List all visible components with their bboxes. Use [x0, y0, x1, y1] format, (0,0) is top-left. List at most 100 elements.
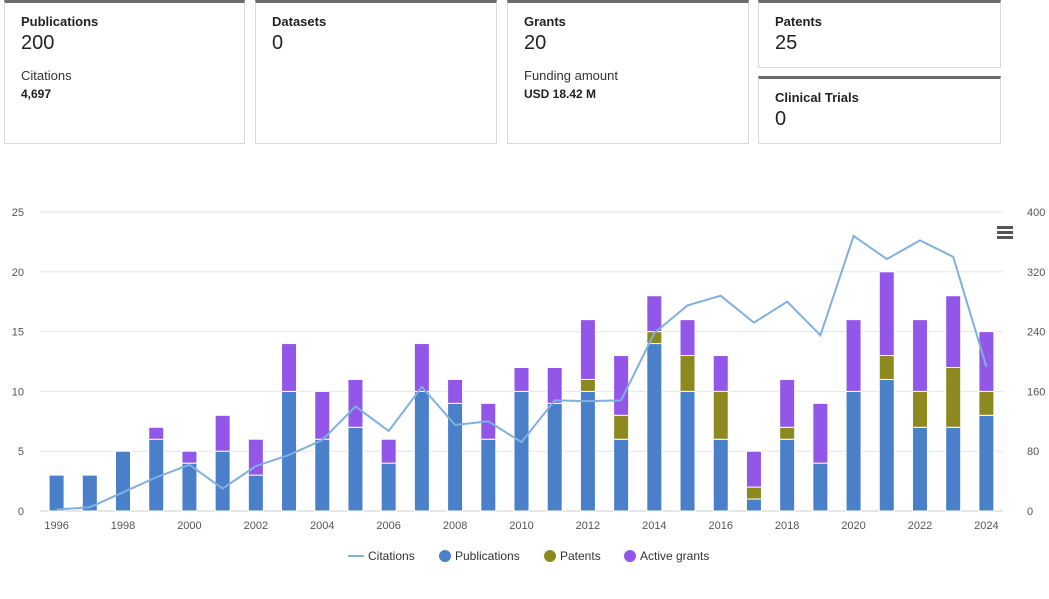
active-grants-bar[interactable] [845, 319, 862, 392]
patents-value: 25 [775, 32, 798, 54]
legend-dot-symbol [544, 550, 556, 562]
y-left-tick-label: 25 [12, 207, 24, 219]
patents-bar[interactable] [712, 390, 729, 440]
active-grants-bar[interactable] [413, 343, 430, 392]
publications-bar[interactable] [480, 438, 497, 512]
x-tick-label: 2018 [775, 520, 799, 532]
publications-bar[interactable] [181, 462, 198, 512]
y-right-tick-label: 400 [1027, 207, 1045, 219]
publications-value: 200 [21, 32, 55, 54]
x-tick-label: 2000 [177, 520, 201, 532]
grants-value: 20 [524, 32, 547, 54]
patents-bar[interactable] [679, 355, 696, 392]
active-grants-bar[interactable] [247, 438, 264, 476]
grants-card[interactable]: Grants 20 Funding amount USD 18.42 M [507, 0, 749, 144]
active-grants-bar[interactable] [812, 402, 829, 464]
publications-bar[interactable] [712, 438, 729, 512]
publications-bar[interactable] [115, 450, 132, 512]
publications-bar[interactable] [48, 474, 65, 512]
publications-bar[interactable] [347, 426, 364, 512]
patents-bar[interactable] [945, 366, 962, 428]
active-grants-bar[interactable] [613, 355, 630, 416]
publications-bar[interactable] [978, 414, 995, 512]
x-tick-label: 2010 [509, 520, 533, 532]
active-grants-bar[interactable] [779, 378, 796, 428]
publications-bar[interactable] [745, 498, 762, 512]
active-grants-bar[interactable] [148, 426, 165, 440]
legend: Citations Publications Patents Active grant… [348, 549, 709, 563]
publications-bar[interactable] [613, 438, 630, 512]
active-grants-bar[interactable] [646, 295, 663, 333]
active-grants-bar[interactable] [745, 450, 762, 488]
research-output-chart: 0 5 10 15 20 25 0 80 160 240 320 400 1996 1998 2000 200… [12, 207, 1046, 563]
x-tick-label: 2024 [974, 520, 998, 532]
publications-bar[interactable] [845, 390, 862, 512]
patents-card[interactable]: Patents 25 [758, 0, 1001, 68]
active-grants-bar[interactable] [945, 295, 962, 368]
publications-bar[interactable] [513, 390, 530, 512]
active-grants-bar[interactable] [978, 331, 995, 392]
publications-bar[interactable] [779, 438, 796, 512]
publications-bar[interactable] [878, 378, 895, 512]
publications-bar[interactable] [579, 390, 596, 512]
citations-line[interactable] [56, 234, 988, 511]
patents-bar[interactable] [911, 390, 928, 428]
active-grants-bar[interactable] [281, 343, 298, 392]
clinical-trials-label: Clinical Trials [775, 90, 859, 105]
x-tick-label: 2004 [310, 520, 334, 532]
patents-bar[interactable] [579, 378, 596, 392]
x-tick-label: 2002 [244, 520, 268, 532]
y-left-tick-label: 15 [12, 327, 24, 339]
publications-bar[interactable] [81, 474, 98, 512]
active-grants-bar[interactable] [447, 378, 464, 404]
patents-bar[interactable] [613, 414, 630, 440]
publications-bar[interactable] [812, 462, 829, 512]
publications-bar[interactable] [679, 390, 696, 512]
y-right-tick-label: 320 [1027, 267, 1045, 279]
legend-item-citations[interactable]: Citations [348, 549, 415, 563]
publications-bar[interactable] [546, 402, 563, 512]
active-grants-bar[interactable] [513, 366, 530, 392]
publications-bar[interactable] [911, 426, 928, 512]
clinical-trials-card[interactable]: Clinical Trials 0 [758, 76, 1001, 144]
patents-bar[interactable] [878, 355, 895, 380]
active-grants-bar[interactable] [712, 355, 729, 392]
active-grants-bar[interactable] [579, 319, 596, 380]
patents-bar[interactable] [779, 426, 796, 440]
citations-value: 4,697 [21, 87, 52, 101]
publications-bar[interactable] [380, 462, 397, 512]
active-grants-bar[interactable] [214, 414, 231, 452]
legend-dot-symbol [624, 550, 636, 562]
clinical-trials-value: 0 [775, 108, 787, 130]
y-right-tick-label: 240 [1027, 327, 1045, 339]
publications-bar[interactable] [945, 426, 962, 512]
publications-bar[interactable] [314, 438, 331, 512]
x-tick-label: 2008 [443, 520, 467, 532]
active-grants-bar[interactable] [911, 319, 928, 392]
legend-item-patents[interactable]: Patents [544, 549, 601, 563]
y-left-tick-label: 20 [12, 267, 24, 279]
legend-item-publications[interactable]: Publications [439, 549, 520, 563]
legend-label: Publications [455, 549, 520, 563]
publications-card[interactable]: Publications 200 Citations 4,697 [4, 0, 245, 144]
publications-bar[interactable] [281, 390, 298, 512]
publications-bar[interactable] [413, 390, 430, 512]
active-grants-bar[interactable] [878, 271, 895, 357]
active-grants-bar[interactable] [546, 366, 563, 404]
active-grants-bar[interactable] [314, 390, 331, 440]
legend-label: Patents [560, 549, 601, 563]
publications-bar[interactable] [247, 474, 264, 512]
datasets-card[interactable]: Datasets 0 [255, 0, 497, 144]
active-grants-bar[interactable] [679, 319, 696, 357]
y-right-tick-label: 0 [1027, 506, 1033, 518]
x-tick-label: 1996 [44, 520, 68, 532]
publications-bar[interactable] [214, 450, 231, 512]
active-grants-bar[interactable] [380, 438, 397, 464]
publications-bar[interactable] [646, 343, 663, 512]
active-grants-bar[interactable] [181, 450, 198, 464]
active-grants-bar[interactable] [347, 378, 364, 428]
legend-item-active-grants[interactable]: Active grants [624, 549, 709, 563]
chart-menu-icon[interactable] [997, 226, 1013, 239]
patents-bar[interactable] [745, 486, 762, 500]
patents-bar[interactable] [978, 390, 995, 416]
